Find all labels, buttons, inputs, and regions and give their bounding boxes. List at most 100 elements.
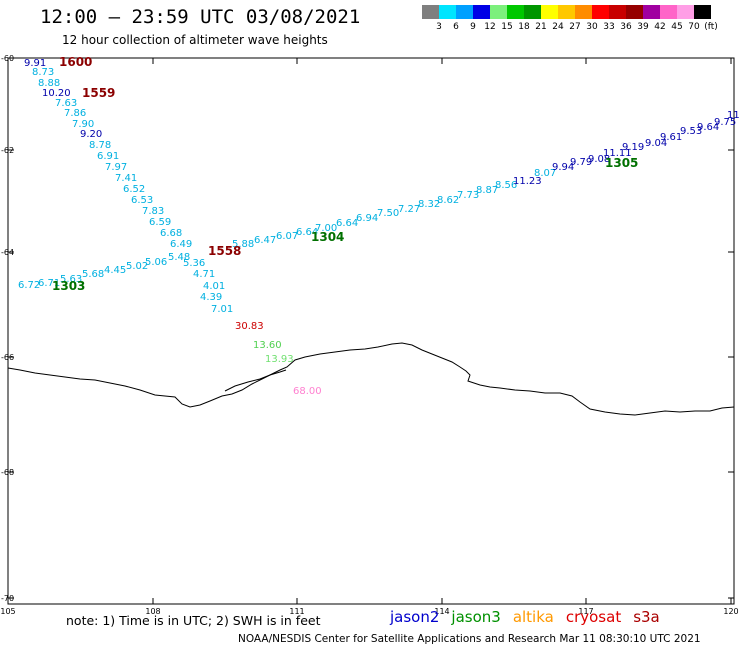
legend-label: 30 <box>586 22 598 32</box>
coast-inlet <box>224 369 287 392</box>
wave-height-reading: 6.59 <box>149 217 171 228</box>
wave-height-reading: 8.78 <box>89 140 111 151</box>
wave-height-reading: 11.11 <box>603 148 632 159</box>
legend-swatch <box>439 5 456 19</box>
legend-swatch <box>558 5 575 19</box>
legend-swatch <box>422 5 439 19</box>
wave-height-reading: 68.00 <box>293 386 322 397</box>
wave-height-reading: 9.08 <box>588 154 610 165</box>
color-scale-labels: 3 6 9 12 15 18 21 24 27 30 33 36 39 42 45 70 (ft) <box>422 22 740 36</box>
pass-time-label: 1304 <box>311 230 344 244</box>
wave-height-reading: 30.83 <box>235 321 264 332</box>
wave-height-reading: 5.48 <box>168 252 190 263</box>
wave-height-reading: 7.63 <box>55 98 77 109</box>
lon-label: 105 <box>0 607 15 616</box>
coastline <box>7 342 735 416</box>
legend-label: 36 <box>620 22 632 32</box>
satellite-name: cryosat <box>565 608 622 626</box>
legend-label: 21 <box>535 22 547 32</box>
wave-height-reading: 4.01 <box>203 281 225 292</box>
legend-label: (ft) <box>704 22 718 32</box>
legend-label: 18 <box>518 22 530 32</box>
legend-label: 12 <box>484 22 496 32</box>
lat-label: -62 <box>1 146 14 155</box>
wave-height-reading: 7.97 <box>105 162 127 173</box>
lon-label: 120 <box>723 607 738 616</box>
wave-height-reading: 6.72 <box>18 280 40 291</box>
wave-height-reading: 4.45 <box>104 265 126 276</box>
legend-swatch <box>575 5 592 19</box>
wave-height-reading: 8.88 <box>38 78 60 89</box>
wave-height-reading: 5.02 <box>126 261 148 272</box>
lon-label: 108 <box>145 607 160 616</box>
pass-time-label: 1558 <box>208 244 241 258</box>
track-labels: 9.918.738.8810.207.637.867.909.208.786.9… <box>18 55 740 397</box>
wave-height-reading: 7.83 <box>142 206 164 217</box>
pass-time-label: 1600 <box>59 55 92 69</box>
page-title: 12:00 – 23:59 UTC 03/08/2021 <box>40 6 361 28</box>
legend-label: 3 <box>436 22 442 32</box>
legend-swatch <box>643 5 660 19</box>
legend-label: 33 <box>603 22 615 32</box>
wave-height-reading: 9.64 <box>697 122 719 133</box>
wave-height-reading: 10.20 <box>42 88 71 99</box>
lat-label: -64 <box>1 248 14 257</box>
legend-swatch <box>507 5 524 19</box>
wave-height-reading: 7.50 <box>377 208 399 219</box>
legend-swatch <box>609 5 626 19</box>
legend-swatch <box>660 5 677 19</box>
map-frame <box>7 57 735 605</box>
wave-height-reading: 4.71 <box>193 269 215 280</box>
wave-height-reading: 9.94 <box>552 162 574 173</box>
legend-swatch <box>541 5 558 19</box>
wave-height-reading: 9.91 <box>24 58 46 69</box>
wave-height-reading: 6.71 <box>38 278 60 289</box>
wave-height-reading: 5.88 <box>232 239 254 250</box>
legend-label: 42 <box>654 22 666 32</box>
wave-height-reading: 5.68 <box>82 269 104 280</box>
lon-label: 114 <box>434 607 449 616</box>
satellite-name: altika <box>512 608 554 626</box>
wave-height-reading: 9.79 <box>570 157 592 168</box>
credit-line: NOAA/NESDIS Center for Satellite Applica… <box>238 633 701 645</box>
wave-height-reading: 9.20 <box>80 129 102 140</box>
wave-height-reading: 6.49 <box>170 239 192 250</box>
wave-height-reading: 11.10 <box>727 110 740 121</box>
wave-height-reading: 6.64 <box>296 227 318 238</box>
wave-height-reading: 8.56 <box>495 180 517 191</box>
wave-height-reading: 8.32 <box>418 199 440 210</box>
wave-height-reading: 8.87 <box>476 185 498 196</box>
wave-height-reading: 7.73 <box>457 190 479 201</box>
page-subtitle: 12 hour collection of altimeter wave hei… <box>62 33 328 47</box>
wave-height-reading: 8.62 <box>437 195 459 206</box>
legend-swatch <box>694 5 711 19</box>
legend-label: 39 <box>637 22 649 32</box>
wave-height-reading: 9.61 <box>660 132 682 143</box>
wave-height-reading: 7.01 <box>211 304 233 315</box>
wave-height-reading: 6.53 <box>131 195 153 206</box>
pass-time-label: 1559 <box>82 86 115 100</box>
wave-height-reading: 7.27 <box>398 204 420 215</box>
lat-label: -66 <box>1 353 14 362</box>
satellite-name: jason3 <box>451 608 501 626</box>
wave-height-reading: 8.07 <box>534 168 556 179</box>
wave-height-reading: 6.91 <box>97 151 119 162</box>
wave-height-reading: 7.00 <box>315 223 337 234</box>
lon-label: 117 <box>578 607 593 616</box>
legend-swatch <box>626 5 643 19</box>
wave-height-reading: 7.41 <box>115 173 137 184</box>
wave-height-reading: 13.60 <box>253 340 282 351</box>
wave-height-reading: 8.73 <box>32 67 54 78</box>
satellite-key: jason2 jason3 altika cryosat s3a <box>390 608 672 626</box>
wave-height-reading: 4.39 <box>200 292 222 303</box>
satellite-name: jason2 <box>390 608 440 626</box>
wave-height-reading: 9.19 <box>622 142 644 153</box>
legend-label: 9 <box>470 22 476 32</box>
wave-height-reading: 5.36 <box>183 258 205 269</box>
footnote: note: 1) Time is in UTC; 2) SWH is in fe… <box>66 613 321 628</box>
legend-label: 70 <box>688 22 700 32</box>
legend-label: 15 <box>501 22 513 32</box>
legend-swatch <box>473 5 490 19</box>
legend-label: 27 <box>569 22 581 32</box>
